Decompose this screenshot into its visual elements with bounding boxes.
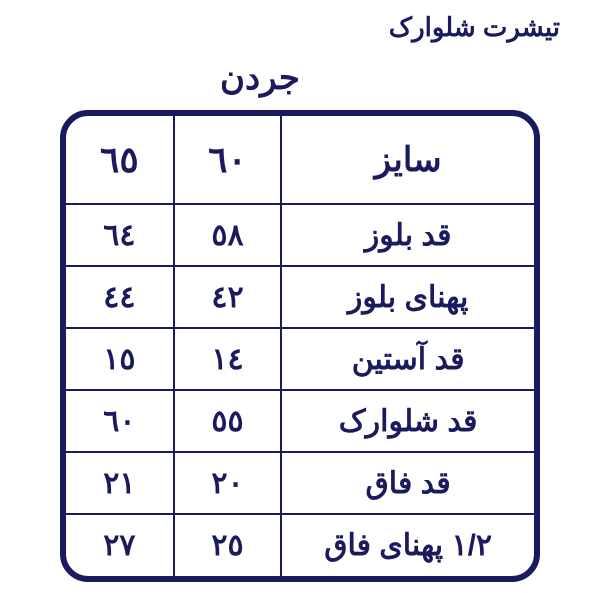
table-row: قد شلوارک ٥٥ ٦٠ bbox=[66, 390, 534, 452]
table-row: قد بلوز ٥٨ ٦٤ bbox=[66, 204, 534, 266]
row-label: قد بلوز bbox=[281, 204, 534, 266]
row-value: ٤٢ bbox=[174, 266, 282, 328]
table-row: قد فاق ٢٠ ٢١ bbox=[66, 452, 534, 514]
header-size-0: ٦٠ bbox=[174, 116, 282, 204]
row-label: پهنای بلوز bbox=[281, 266, 534, 328]
page-sub-title: جردن bbox=[0, 58, 560, 98]
row-label: قد فاق bbox=[281, 452, 534, 514]
row-value: ١٤ bbox=[174, 328, 282, 390]
header-label: سایز bbox=[281, 116, 534, 204]
size-table-border: سایز ٦٠ ٦٥ قد بلوز ٥٨ ٦٤ پهنای بلوز ٤٢ ٤… bbox=[60, 110, 540, 582]
page-top-title: تیشرت شلوارک bbox=[389, 12, 560, 43]
size-table-container: سایز ٦٠ ٦٥ قد بلوز ٥٨ ٦٤ پهنای بلوز ٤٢ ٤… bbox=[60, 110, 540, 582]
row-value: ٢١ bbox=[66, 452, 174, 514]
row-value: ٤٤ bbox=[66, 266, 174, 328]
size-table: سایز ٦٠ ٦٥ قد بلوز ٥٨ ٦٤ پهنای بلوز ٤٢ ٤… bbox=[66, 116, 534, 576]
header-size-1: ٦٥ bbox=[66, 116, 174, 204]
row-value: ٦٠ bbox=[66, 390, 174, 452]
row-label: قد شلوارک bbox=[281, 390, 534, 452]
row-value: ٦٤ bbox=[66, 204, 174, 266]
row-label: قد آستین bbox=[281, 328, 534, 390]
row-value: ٢٥ bbox=[174, 514, 282, 576]
row-value: ٢٧ bbox=[66, 514, 174, 576]
row-value: ٥٥ bbox=[174, 390, 282, 452]
row-label: ١/٢ پهنای فاق bbox=[281, 514, 534, 576]
table-row: قد آستین ١٤ ١٥ bbox=[66, 328, 534, 390]
table-row: ١/٢ پهنای فاق ٢٥ ٢٧ bbox=[66, 514, 534, 576]
row-value: ٥٨ bbox=[174, 204, 282, 266]
row-value: ١٥ bbox=[66, 328, 174, 390]
table-header-row: سایز ٦٠ ٦٥ bbox=[66, 116, 534, 204]
table-row: پهنای بلوز ٤٢ ٤٤ bbox=[66, 266, 534, 328]
row-value: ٢٠ bbox=[174, 452, 282, 514]
